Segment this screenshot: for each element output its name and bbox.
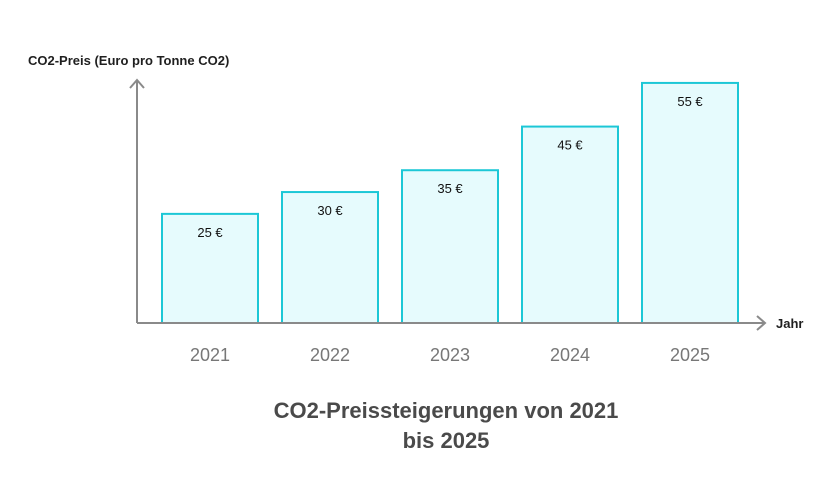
x-tick-label-2024: 2024 [550,345,590,365]
bar-2024 [521,125,619,324]
y-axis-title: CO2-Preis (Euro pro Tonne CO2) [28,53,229,68]
x-tick-label-2023: 2023 [430,345,470,365]
value-label-2022: 30 € [317,203,343,218]
x-tick-label-2022: 2022 [310,345,350,365]
x-axis-title: Jahr [776,316,803,331]
y-axis-arrowhead [129,78,145,89]
value-label-2021: 25 € [197,225,223,240]
x-tick-labels: 2021 2022 2023 2024 2025 [190,345,710,365]
value-label-2023: 35 € [437,181,463,196]
chart-title-line-2: bis 2025 [403,428,490,453]
bars-layer [161,81,739,324]
bar-2025 [641,81,739,324]
value-label-2024: 45 € [557,138,583,153]
bar-2021 [161,212,259,324]
chart-title-line-1: CO2-Preissteigerungen von 2021 [274,398,619,423]
value-label-2025: 55 € [677,94,703,109]
axes-layer [129,78,767,331]
bar-2022 [281,191,379,324]
x-tick-label-2025: 2025 [670,345,710,365]
value-labels: 25 € 30 € 35 € 45 € 55 € [197,94,703,240]
x-tick-label-2021: 2021 [190,345,230,365]
bar-2023 [401,169,499,324]
x-axis-arrowhead [756,315,767,331]
